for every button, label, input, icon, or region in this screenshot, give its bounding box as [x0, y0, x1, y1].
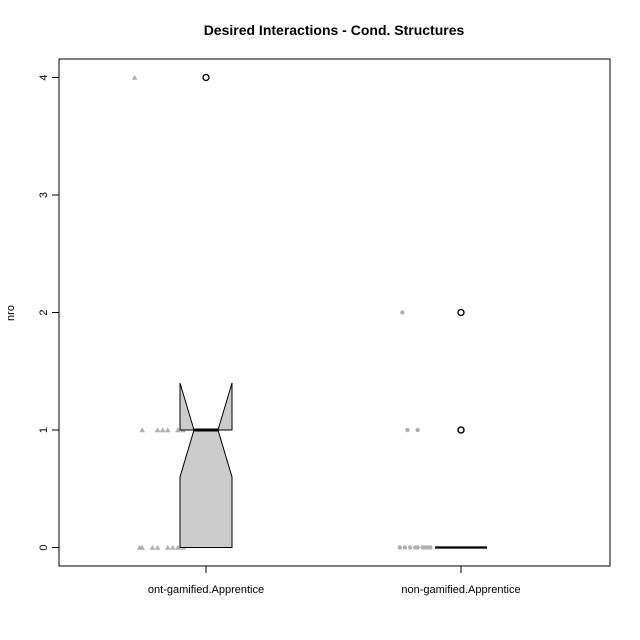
data-point — [164, 544, 171, 550]
data-point — [154, 427, 161, 433]
y-tick-label: 4 — [38, 74, 50, 80]
y-axis: 0 1 2 3 4 — [38, 74, 60, 551]
outlier-point — [457, 308, 465, 317]
x-tick-label: non-gamified.Apprentice — [401, 584, 520, 596]
data-point — [428, 545, 433, 550]
y-axis-label: nro — [5, 305, 17, 321]
chart-title: Desired Interactions - Cond. Structures — [204, 22, 465, 38]
data-point — [131, 74, 138, 80]
boxes — [179, 73, 487, 549]
outlier-point — [202, 73, 210, 82]
data-point — [415, 545, 420, 550]
data-point — [159, 427, 166, 433]
outlier-point — [457, 426, 465, 434]
data-point — [405, 427, 410, 433]
jitter-points — [131, 74, 433, 550]
plot-frame — [58, 58, 611, 567]
data-point — [139, 427, 146, 433]
y-tick-label: 3 — [38, 192, 50, 198]
data-point — [149, 544, 156, 550]
x-tick-label: ont-gamified.Apprentice — [148, 584, 264, 596]
data-point — [397, 545, 402, 550]
data-point — [139, 544, 146, 550]
x-axis: ont-gamified.Apprentice non-gamified.Appr… — [148, 565, 521, 596]
data-point — [407, 545, 413, 550]
data-point — [175, 544, 181, 550]
data-point — [175, 427, 181, 433]
data-point — [154, 544, 161, 550]
box — [179, 382, 233, 548]
data-point — [400, 310, 405, 315]
y-tick-label: 2 — [38, 309, 50, 315]
data-point — [402, 545, 408, 550]
data-point — [415, 427, 420, 433]
data-point — [170, 544, 176, 550]
y-tick-label: 1 — [38, 427, 50, 433]
data-point — [164, 427, 171, 433]
y-tick-label: 0 — [38, 544, 50, 550]
